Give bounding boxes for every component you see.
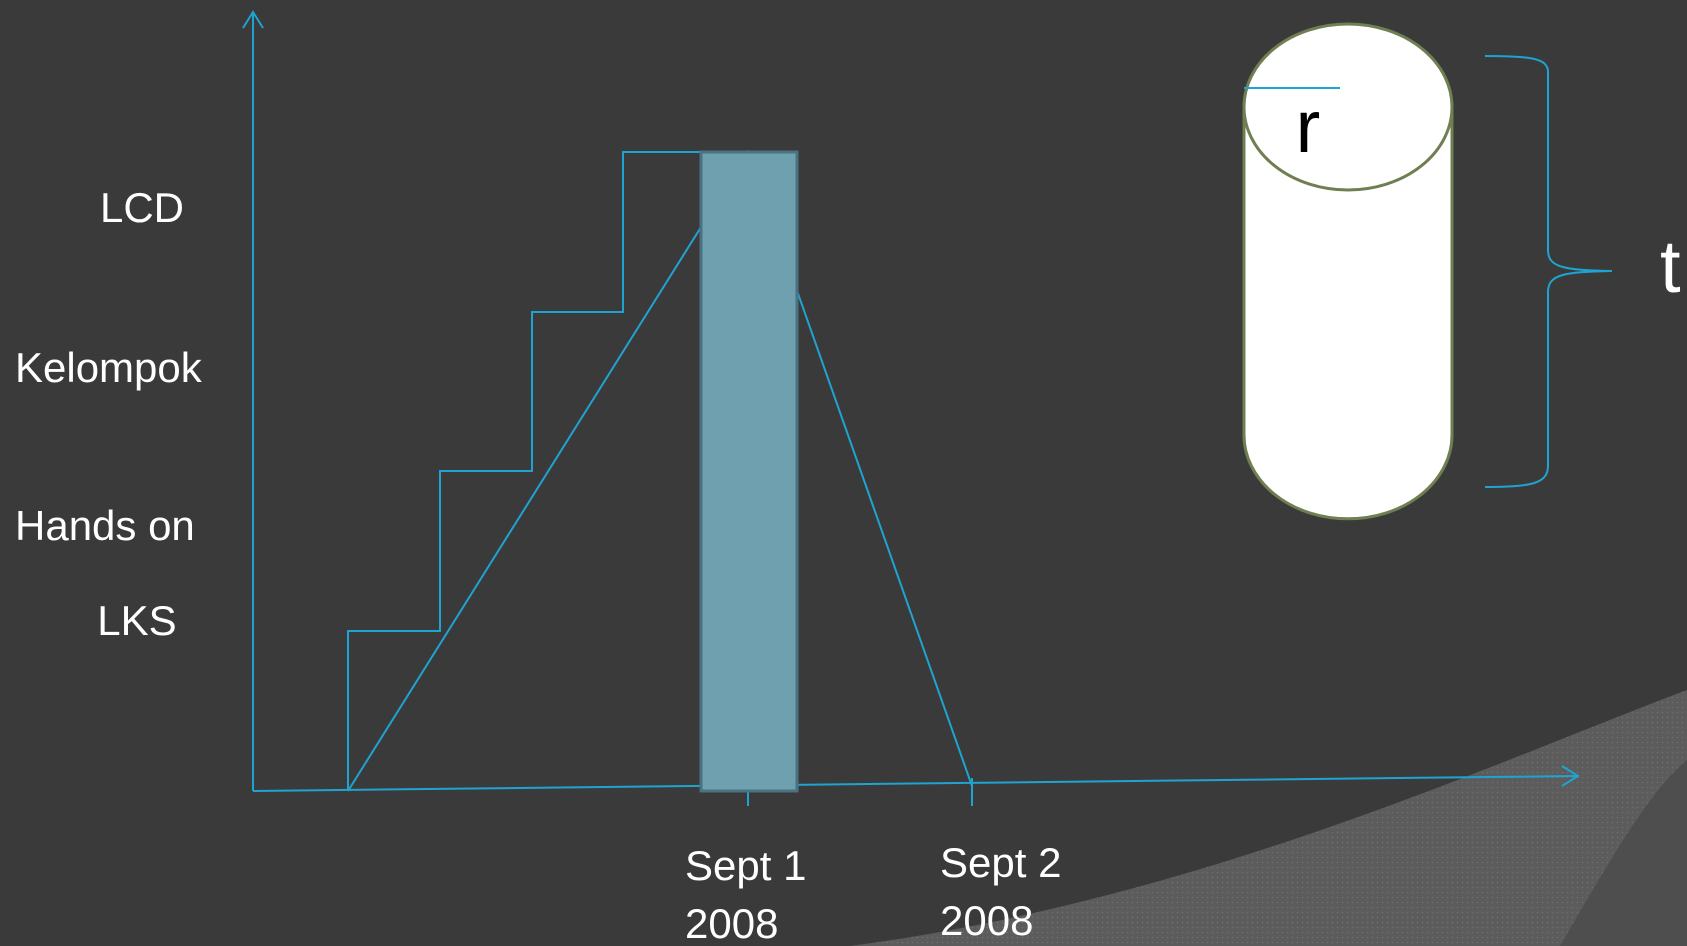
- decorative-swoosh: [850, 690, 1687, 946]
- highlight-bar: [699, 150, 799, 793]
- x-axis: [252, 775, 1579, 792]
- x-label-sept2-line1: Sept 2: [940, 839, 1061, 886]
- y-label-lcd: LCD: [100, 184, 184, 231]
- decorative-swoosh-edge: [1560, 760, 1687, 946]
- y-label-hands-on: Hands on: [15, 502, 195, 549]
- cylinder-body: [1242, 103, 1454, 521]
- cylinder-height-label: t: [1660, 225, 1681, 308]
- cylinder-bottom-outline: [1242, 22, 1454, 192]
- y-axis-arrowhead: [242, 10, 264, 29]
- cylinder-radius-label: r: [1296, 85, 1321, 168]
- x-label-sept1-line2: 2008: [685, 900, 778, 946]
- x-label-sept1-line1: Sept 1: [685, 842, 806, 889]
- y-label-lks: LKS: [97, 597, 176, 644]
- y-label-kelompok: Kelompok: [15, 344, 203, 391]
- x-label-sept2-line2: 2008: [940, 897, 1033, 944]
- height-brace: [1484, 55, 1613, 488]
- staircase-line: [347, 151, 701, 791]
- x-axis-arrowhead: [1561, 765, 1580, 787]
